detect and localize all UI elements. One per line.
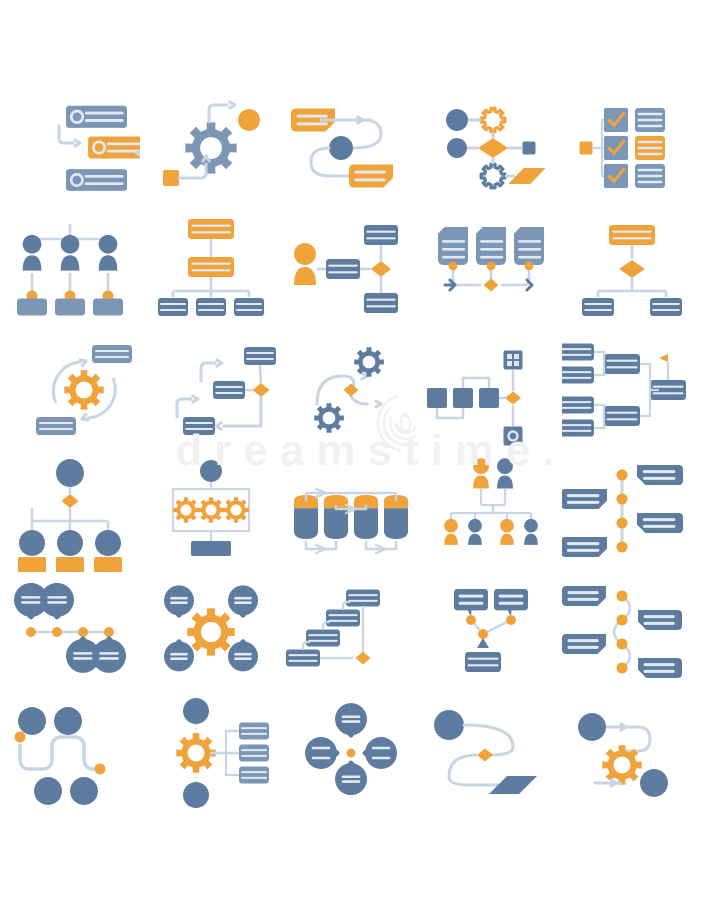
svg-text:dreamstime.: dreamstime. [175, 426, 566, 475]
